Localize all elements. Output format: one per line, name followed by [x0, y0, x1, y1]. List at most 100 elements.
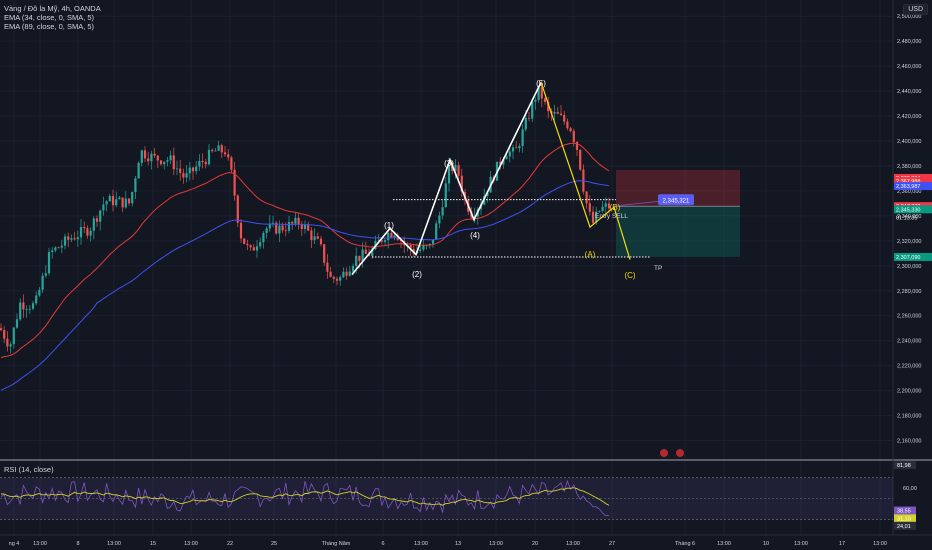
time-axis-label: 13 — [455, 541, 461, 547]
candle-body — [390, 233, 393, 238]
cursor-price-tag — [658, 194, 694, 206]
candle-body — [169, 155, 172, 161]
take-profit-zone — [616, 206, 740, 257]
candle-body — [447, 164, 451, 184]
candle-body — [111, 195, 115, 206]
candle-body — [207, 149, 211, 165]
price-axis-label: 2,180,000 — [897, 414, 921, 420]
ema34-label[interactable]: EMA (34, close, 0, SMA, 5) — [4, 13, 95, 22]
candle-body — [143, 150, 147, 159]
price-axis-label: 2,340,000 — [897, 214, 921, 220]
price-axis-label: 2,240,000 — [897, 339, 921, 345]
candle-body — [275, 222, 278, 234]
candle-body — [12, 327, 15, 345]
rsi-tag-text: 81,98 — [897, 463, 911, 469]
event-flag-icon — [676, 449, 684, 457]
candle-body — [140, 150, 143, 163]
time-axis-label: 15 — [150, 541, 156, 547]
currency-button[interactable]: USD — [903, 4, 928, 15]
candle-body — [246, 243, 249, 246]
rsi-legend[interactable]: RSI (14, close) — [4, 465, 54, 474]
candle-body — [371, 248, 374, 257]
candle-body — [579, 149, 582, 170]
candle-body — [364, 249, 367, 254]
candle-body — [159, 160, 163, 165]
candle-body — [230, 157, 233, 170]
candle-body — [227, 154, 230, 158]
candle-body — [255, 246, 259, 251]
rsi-tag — [894, 514, 916, 523]
candle-body — [441, 207, 444, 216]
corrective-wave — [540, 82, 631, 260]
candle-body — [278, 225, 281, 234]
candle-body — [435, 223, 438, 240]
candle-body — [316, 236, 319, 239]
candle-body — [262, 232, 265, 243]
ema89-label[interactable]: EMA (89, close, 0, SMA, 5) — [4, 22, 95, 31]
candle-body — [150, 153, 153, 162]
candle-body — [499, 161, 502, 165]
entry-sell-label: Entry SELL — [595, 213, 628, 220]
price-axis-label: 2,160,000 — [897, 439, 921, 445]
price-tag — [894, 252, 932, 261]
price-axis-label: 2,300,000 — [897, 264, 921, 270]
price-tag — [894, 177, 932, 186]
candle-body — [588, 203, 591, 212]
candle-body — [521, 129, 524, 147]
candle-body — [451, 164, 454, 172]
cursor-link — [611, 200, 661, 207]
candle-body — [19, 302, 22, 320]
wave-label-c: (C) — [624, 271, 635, 280]
candle-body — [105, 201, 108, 205]
candle-body — [409, 244, 412, 250]
candle-body — [502, 159, 505, 165]
rsi-ma-line — [0, 487, 610, 506]
candle-body — [518, 146, 521, 149]
candle-body — [35, 295, 38, 304]
candle-body — [3, 330, 6, 339]
candle-body — [95, 218, 99, 222]
candle-body — [70, 238, 73, 240]
candle-body — [332, 276, 335, 279]
time-axis-label: 20 — [532, 541, 538, 547]
impulse-wave — [351, 82, 542, 276]
candle-body — [345, 271, 348, 276]
candle-body — [454, 165, 457, 172]
candle-body — [460, 175, 463, 192]
candle-body — [585, 191, 588, 204]
candle-body — [134, 178, 137, 193]
price-axis-label: 2,360,000 — [897, 189, 921, 195]
candle-body — [131, 192, 134, 204]
candle-body — [348, 271, 351, 276]
candle-body — [339, 277, 342, 281]
candle-body — [595, 211, 598, 223]
candle-body — [211, 149, 214, 152]
candle-body — [38, 289, 41, 296]
time-axis-label: 8 — [76, 541, 79, 547]
candle-body — [377, 240, 380, 242]
candle-body — [428, 243, 431, 246]
time-axis-label: 17 — [839, 541, 845, 547]
candle-body — [444, 183, 447, 208]
candle-body — [335, 278, 339, 281]
candle-body — [63, 236, 67, 246]
candle-body — [431, 239, 435, 244]
candle-body — [515, 147, 518, 149]
event-flag-icon — [660, 449, 668, 457]
candle-body — [57, 247, 60, 249]
symbol-title[interactable]: Vàng / Đô la Mỹ, 4h, OANDA — [4, 4, 101, 13]
candle-body — [607, 203, 611, 209]
candle-body — [393, 235, 396, 238]
rsi-tag-text: 31,10 — [897, 516, 911, 522]
time-axis-label: 13:00 — [414, 541, 428, 547]
candle-body — [591, 211, 595, 223]
candle-body — [284, 230, 287, 232]
candle-body — [0, 328, 3, 331]
candle-body — [172, 155, 175, 170]
price-tag-text: 2,345,330 — [896, 207, 920, 213]
candle-body — [307, 225, 310, 231]
time-axis-label: 10 — [763, 541, 769, 547]
price-axis-label: 2,320,000 — [897, 239, 921, 245]
rsi-axis-label: 60,00 — [903, 486, 917, 492]
